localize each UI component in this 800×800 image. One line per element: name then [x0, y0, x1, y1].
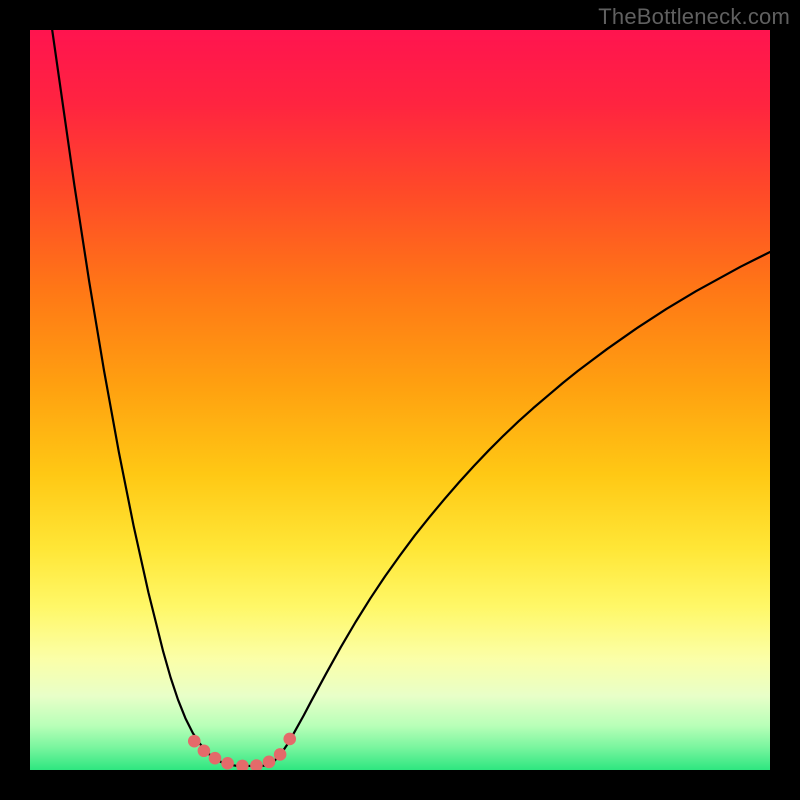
bottleneck-curve-chart — [30, 30, 770, 770]
bottleneck-marker — [209, 752, 222, 765]
bottleneck-marker — [198, 744, 211, 757]
plot-area — [30, 30, 770, 770]
bottleneck-marker — [274, 748, 287, 761]
bottleneck-marker — [188, 735, 201, 748]
bottleneck-marker — [263, 756, 276, 769]
chart-frame: TheBottleneck.com — [0, 0, 800, 800]
gradient-background — [30, 30, 770, 770]
bottleneck-marker — [221, 757, 234, 770]
watermark-label: TheBottleneck.com — [598, 4, 790, 30]
bottleneck-marker — [283, 733, 296, 746]
